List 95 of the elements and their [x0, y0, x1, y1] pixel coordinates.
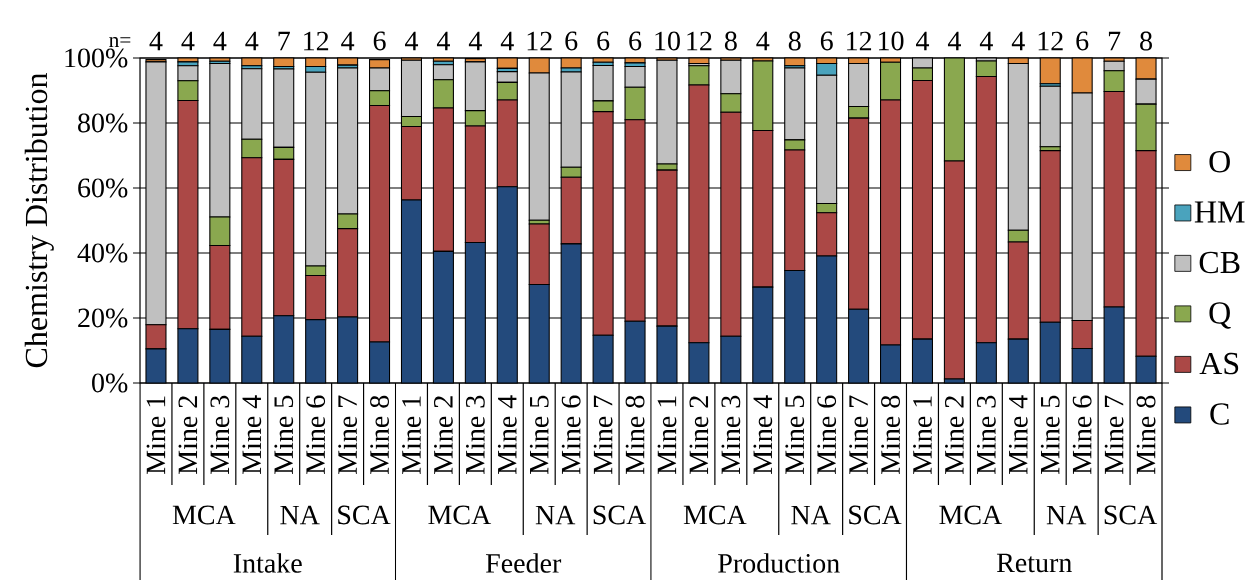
x-tick-label: Mine 2 [689, 396, 709, 474]
text: n= [109, 36, 131, 48]
x-tick-label: Mine 5 [274, 395, 294, 474]
x-tick-label: Mine 6 [561, 395, 581, 474]
text: MCA [939, 505, 1003, 525]
x-tick-label: Mine 2 [945, 396, 964, 474]
text: 6 [820, 31, 833, 51]
text: 4 [500, 31, 514, 51]
text: 6 [565, 31, 578, 51]
text: 8 [1140, 31, 1152, 51]
x-tick-label: Mine 1 [146, 396, 166, 474]
y-tick-label: 100% [65, 48, 128, 68]
text: Intake [233, 553, 302, 573]
legend-label: AS [1199, 352, 1239, 375]
text: 4 [916, 31, 930, 51]
x-tick-label: Mine 7 [849, 395, 868, 474]
x-tick-label: Mine 7 [338, 395, 358, 474]
text: 4 [245, 31, 259, 51]
text: SCA [338, 505, 391, 525]
text: 4 [341, 31, 355, 51]
text: 6 [373, 31, 386, 51]
legend-label: C [1210, 403, 1229, 425]
text: 12 [847, 31, 872, 51]
x-tick-label: Mine 2 [178, 396, 198, 474]
x-tick-label: Mine 5 [1040, 395, 1060, 474]
text: Feeder [485, 553, 562, 573]
x-tick-label: Mine 8 [1136, 395, 1156, 474]
text: Return [996, 553, 1072, 573]
x-tick-label: Mine 4 [1008, 395, 1028, 474]
x-tick-label: Mine 1 [913, 396, 932, 474]
text: NA [535, 505, 576, 525]
x-tick-label: Mine 5 [785, 395, 805, 474]
x-tick-label: Mine 7 [593, 395, 613, 474]
x-tick-label: Mine 8 [881, 395, 900, 474]
x-tick-label: Mine 4 [497, 395, 517, 474]
x-tick-label: Mine 4 [242, 395, 262, 474]
x-tick-label: Mine 8 [625, 395, 645, 474]
text: MCA [172, 505, 236, 525]
text: 4 [947, 31, 961, 51]
text: SCA [1104, 505, 1158, 525]
x-tick-label: Mine 3 [210, 395, 230, 474]
text: 6 [597, 31, 610, 51]
text: 7 [278, 31, 290, 51]
text: 10 [879, 31, 904, 51]
text: 10 [655, 31, 680, 51]
bar [1039, 85, 1061, 148]
x-tick-label: Mine 6 [306, 395, 326, 474]
y-tick-label: 40% [77, 243, 128, 263]
text: 4 [181, 31, 195, 51]
text: 4 [149, 31, 163, 51]
text: MCA [683, 505, 747, 525]
legend-label: Q [1209, 302, 1231, 329]
text: Production [718, 553, 840, 573]
legend-label: CB [1199, 251, 1240, 274]
text: 4 [979, 31, 993, 51]
x-tick-label: Mine 7 [1104, 395, 1124, 474]
x-tick-label: Mine 3 [721, 395, 741, 474]
y-tick-label: 0% [92, 373, 128, 393]
x-tick-label: Mine 3 [465, 395, 485, 474]
text: 8 [788, 31, 801, 51]
x-tick-label: Mine 6 [1072, 395, 1092, 474]
text: 12 [687, 31, 712, 51]
legend-label: HM [1194, 201, 1245, 223]
x-tick-label: Mine 5 [529, 395, 549, 474]
text: NA [280, 505, 320, 525]
x-tick-label: Mine 1 [402, 396, 421, 474]
text: 6 [629, 31, 642, 51]
text: 8 [724, 31, 737, 51]
text: NA [1046, 505, 1087, 525]
legend-label: O [1209, 150, 1230, 173]
text: NA [791, 505, 831, 525]
text: 4 [436, 31, 450, 51]
y-tick-label: 20% [78, 308, 128, 328]
text: MCA [428, 505, 492, 525]
text: SCA [593, 505, 647, 525]
text: 6 [1076, 31, 1089, 51]
text: 4 [756, 31, 770, 51]
text: 7 [1108, 31, 1121, 51]
y-tick-label: 80% [78, 113, 128, 133]
text: SCA [849, 505, 902, 525]
x-tick-label: Mine 3 [976, 395, 996, 474]
text: 4 [1011, 31, 1025, 51]
text: 12 [527, 31, 552, 51]
text: 4 [405, 31, 419, 51]
text: 12 [304, 31, 329, 51]
x-tick-label: Mine 1 [657, 396, 677, 474]
x-tick-label: Mine 2 [434, 396, 453, 474]
x-tick-label: Mine 6 [817, 395, 837, 474]
x-tick-label: Mine 8 [370, 395, 389, 474]
text: 12 [1038, 31, 1063, 51]
x-tick-label: Mine 4 [753, 395, 773, 474]
text: 4 [468, 31, 482, 51]
text: 4 [213, 31, 227, 51]
y-tick-label: 60% [78, 178, 128, 198]
y-axis-title: Chemistry Distribution [24, 72, 54, 368]
